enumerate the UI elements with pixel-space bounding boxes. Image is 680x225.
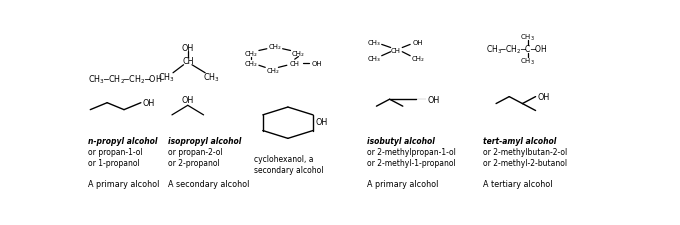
Text: CH₂: CH₂ <box>267 68 279 74</box>
Text: CH₃: CH₃ <box>367 56 380 62</box>
Text: OH: OH <box>428 95 440 104</box>
Text: CH$_3$: CH$_3$ <box>158 71 175 83</box>
Text: or 2-methylbutan-2-ol: or 2-methylbutan-2-ol <box>483 147 567 156</box>
Text: A primary alcohol: A primary alcohol <box>88 180 159 188</box>
Text: A secondary alcohol: A secondary alcohol <box>168 180 250 188</box>
Text: or 1-propanol: or 1-propanol <box>88 159 139 168</box>
Text: OH: OH <box>182 95 194 104</box>
Text: tert-amyl alcohol: tert-amyl alcohol <box>483 136 556 145</box>
Text: or 2-propanol: or 2-propanol <box>168 159 220 168</box>
Text: n-propyl alcohol: n-propyl alcohol <box>88 136 157 145</box>
Text: CH$_3$─CH$_2$─CH$_2$─OH: CH$_3$─CH$_2$─CH$_2$─OH <box>88 73 162 85</box>
Text: or 2-methylpropan-1-ol: or 2-methylpropan-1-ol <box>367 147 456 156</box>
Text: A tertiary alcohol: A tertiary alcohol <box>483 180 552 188</box>
Text: CH₂: CH₂ <box>269 44 281 50</box>
Text: A primary alcohol: A primary alcohol <box>367 180 439 188</box>
Text: secondary alcohol: secondary alcohol <box>254 166 323 175</box>
Text: isobutyl alcohol: isobutyl alcohol <box>367 136 435 145</box>
Text: OH: OH <box>143 99 155 108</box>
Text: OH: OH <box>182 43 194 52</box>
Text: CH₂: CH₂ <box>292 51 305 57</box>
Text: CH₂: CH₂ <box>245 60 258 66</box>
Text: OH: OH <box>311 60 322 66</box>
Text: CH$_3$: CH$_3$ <box>203 71 220 83</box>
Text: CH: CH <box>290 60 300 66</box>
Text: or 2-methyl-2-butanol: or 2-methyl-2-butanol <box>483 159 567 168</box>
Text: CH: CH <box>182 57 194 66</box>
Text: CH₃: CH₃ <box>367 40 380 46</box>
Text: CH₂: CH₂ <box>245 51 258 57</box>
Text: or propan-2-ol: or propan-2-ol <box>168 147 223 156</box>
Text: cyclohexanol, a: cyclohexanol, a <box>254 154 313 163</box>
Text: CH$_3$: CH$_3$ <box>520 56 535 67</box>
Text: or 2-methyl-1-propanol: or 2-methyl-1-propanol <box>367 159 456 168</box>
Text: isopropyl alcohol: isopropyl alcohol <box>168 136 241 145</box>
Text: CH$_3$: CH$_3$ <box>520 32 535 43</box>
Text: OH: OH <box>413 40 424 46</box>
Text: CH₂: CH₂ <box>411 56 424 62</box>
Text: CH: CH <box>391 47 401 53</box>
Text: or propan-1-ol: or propan-1-ol <box>88 147 142 156</box>
Text: OH: OH <box>538 93 550 102</box>
Text: CH$_3$─CH$_2$─C─OH: CH$_3$─CH$_2$─C─OH <box>486 43 547 56</box>
Text: OH: OH <box>316 117 328 126</box>
